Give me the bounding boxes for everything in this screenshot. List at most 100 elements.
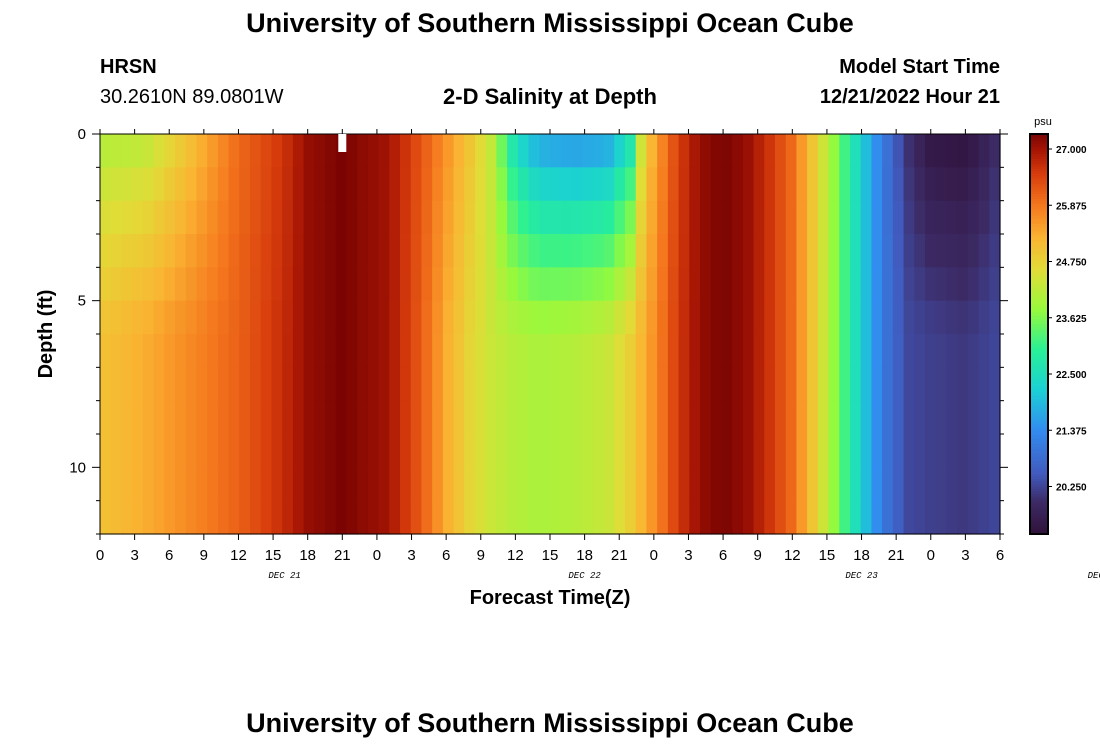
model-start-value: 12/21/2022 Hour 21 bbox=[819, 86, 1000, 108]
heatmap-cell bbox=[817, 234, 830, 268]
heatmap-cell bbox=[517, 200, 530, 235]
heatmap-cell bbox=[678, 334, 690, 368]
heatmap-cell bbox=[700, 200, 712, 235]
colorbar-swatch bbox=[1030, 386, 1048, 390]
heatmap-cell bbox=[132, 334, 144, 368]
heatmap-cell bbox=[614, 500, 626, 535]
heatmap-cell bbox=[635, 500, 648, 535]
heatmap-cell bbox=[142, 267, 155, 302]
heatmap-cell bbox=[914, 400, 926, 435]
heatmap-cell bbox=[400, 367, 412, 402]
heatmap-cell bbox=[421, 167, 433, 202]
colorbar-swatch bbox=[1030, 314, 1048, 318]
heatmap-cell bbox=[582, 334, 594, 368]
heatmap-cell bbox=[914, 367, 926, 402]
heatmap-cell bbox=[485, 134, 498, 168]
station-name: HRSN bbox=[100, 56, 157, 78]
heatmap-cell bbox=[357, 300, 369, 335]
colorbar-swatch bbox=[1030, 464, 1048, 468]
heatmap-cell bbox=[432, 234, 444, 268]
heatmap-cell bbox=[539, 134, 551, 168]
heatmap-cell bbox=[625, 200, 637, 235]
heatmap-cell bbox=[925, 167, 937, 202]
heatmap-cell bbox=[346, 334, 358, 368]
colorbar-swatch bbox=[1030, 491, 1048, 495]
x-tick-label: 3 bbox=[961, 547, 969, 564]
heatmap-cell bbox=[175, 167, 187, 202]
heatmap-cell bbox=[764, 234, 776, 268]
heatmap-cell bbox=[421, 200, 433, 235]
heatmap-cell bbox=[207, 300, 219, 335]
heatmap-cell bbox=[325, 400, 337, 435]
heatmap-cell bbox=[475, 234, 487, 268]
heatmap-cell bbox=[410, 334, 423, 368]
y-tick-label: 0 bbox=[78, 126, 86, 143]
heatmap-cell bbox=[560, 400, 573, 435]
heatmap-cell bbox=[785, 500, 798, 535]
heatmap-cell bbox=[142, 167, 155, 202]
colorbar-swatch bbox=[1030, 274, 1048, 278]
heatmap-cell bbox=[389, 167, 401, 202]
heatmap-cell bbox=[239, 167, 251, 202]
heatmap-cell bbox=[903, 200, 915, 235]
heatmap-cell bbox=[432, 434, 444, 468]
colorbar-swatch bbox=[1030, 174, 1048, 178]
heatmap-cell bbox=[571, 434, 583, 468]
heatmap-cell bbox=[625, 400, 637, 435]
heatmap-cell bbox=[475, 267, 487, 302]
heatmap-cell bbox=[464, 334, 476, 368]
colorbar-swatch bbox=[1030, 431, 1048, 435]
heatmap-cell bbox=[785, 434, 798, 468]
heatmap-cell bbox=[828, 467, 840, 502]
heatmap-cell bbox=[453, 200, 465, 235]
heatmap-cell bbox=[239, 300, 251, 335]
heatmap-cell bbox=[914, 134, 926, 168]
heatmap-cell bbox=[667, 167, 680, 202]
colorbar-swatch bbox=[1030, 186, 1048, 190]
heatmap-cell bbox=[667, 400, 680, 435]
heatmap-cell bbox=[914, 167, 926, 202]
heatmap-cell bbox=[592, 500, 605, 535]
heatmap-cell bbox=[250, 200, 262, 235]
heatmap-cell bbox=[485, 234, 498, 268]
heatmap-cell bbox=[325, 234, 337, 268]
heatmap-cell bbox=[592, 267, 605, 302]
heatmap-cell bbox=[121, 500, 133, 535]
heatmap-cell bbox=[603, 500, 615, 535]
heatmap-cell bbox=[507, 334, 519, 368]
heatmap-cell bbox=[817, 434, 830, 468]
heatmap-cell bbox=[850, 400, 862, 435]
heatmap-cell bbox=[560, 334, 573, 368]
heatmap-cell bbox=[400, 234, 412, 268]
heatmap-cell bbox=[571, 467, 583, 502]
heatmap-cell bbox=[303, 467, 315, 502]
heatmap-cell bbox=[957, 200, 969, 235]
colorbar-swatch bbox=[1030, 489, 1048, 493]
heatmap-cell bbox=[689, 467, 701, 502]
heatmap-cell bbox=[635, 300, 648, 335]
heatmap-cell bbox=[464, 400, 476, 435]
heatmap-cell bbox=[260, 434, 273, 468]
colorbar-swatch bbox=[1030, 371, 1048, 375]
colorbar-swatch bbox=[1030, 286, 1048, 290]
heatmap-cell bbox=[753, 367, 765, 402]
heatmap-cell bbox=[678, 267, 690, 302]
heatmap-cell bbox=[153, 400, 165, 435]
date-label: DEC 24 bbox=[1088, 571, 1100, 581]
heatmap-cell bbox=[925, 434, 937, 468]
colorbar-swatch bbox=[1030, 241, 1048, 245]
heatmap-cell bbox=[678, 200, 690, 235]
heatmap-cell bbox=[367, 134, 380, 168]
heatmap-cell bbox=[164, 167, 176, 202]
heatmap-cell bbox=[110, 500, 123, 535]
heatmap-cell bbox=[571, 300, 583, 335]
heatmap-cell bbox=[957, 500, 969, 535]
heatmap-cell bbox=[142, 367, 155, 402]
heatmap-cell bbox=[646, 367, 658, 402]
heatmap-cell bbox=[678, 500, 690, 535]
heatmap-cell bbox=[807, 200, 819, 235]
heatmap-cell bbox=[850, 200, 862, 235]
heatmap-cell bbox=[828, 234, 840, 268]
heatmap-cell bbox=[657, 467, 669, 502]
heatmap-cell bbox=[367, 334, 380, 368]
